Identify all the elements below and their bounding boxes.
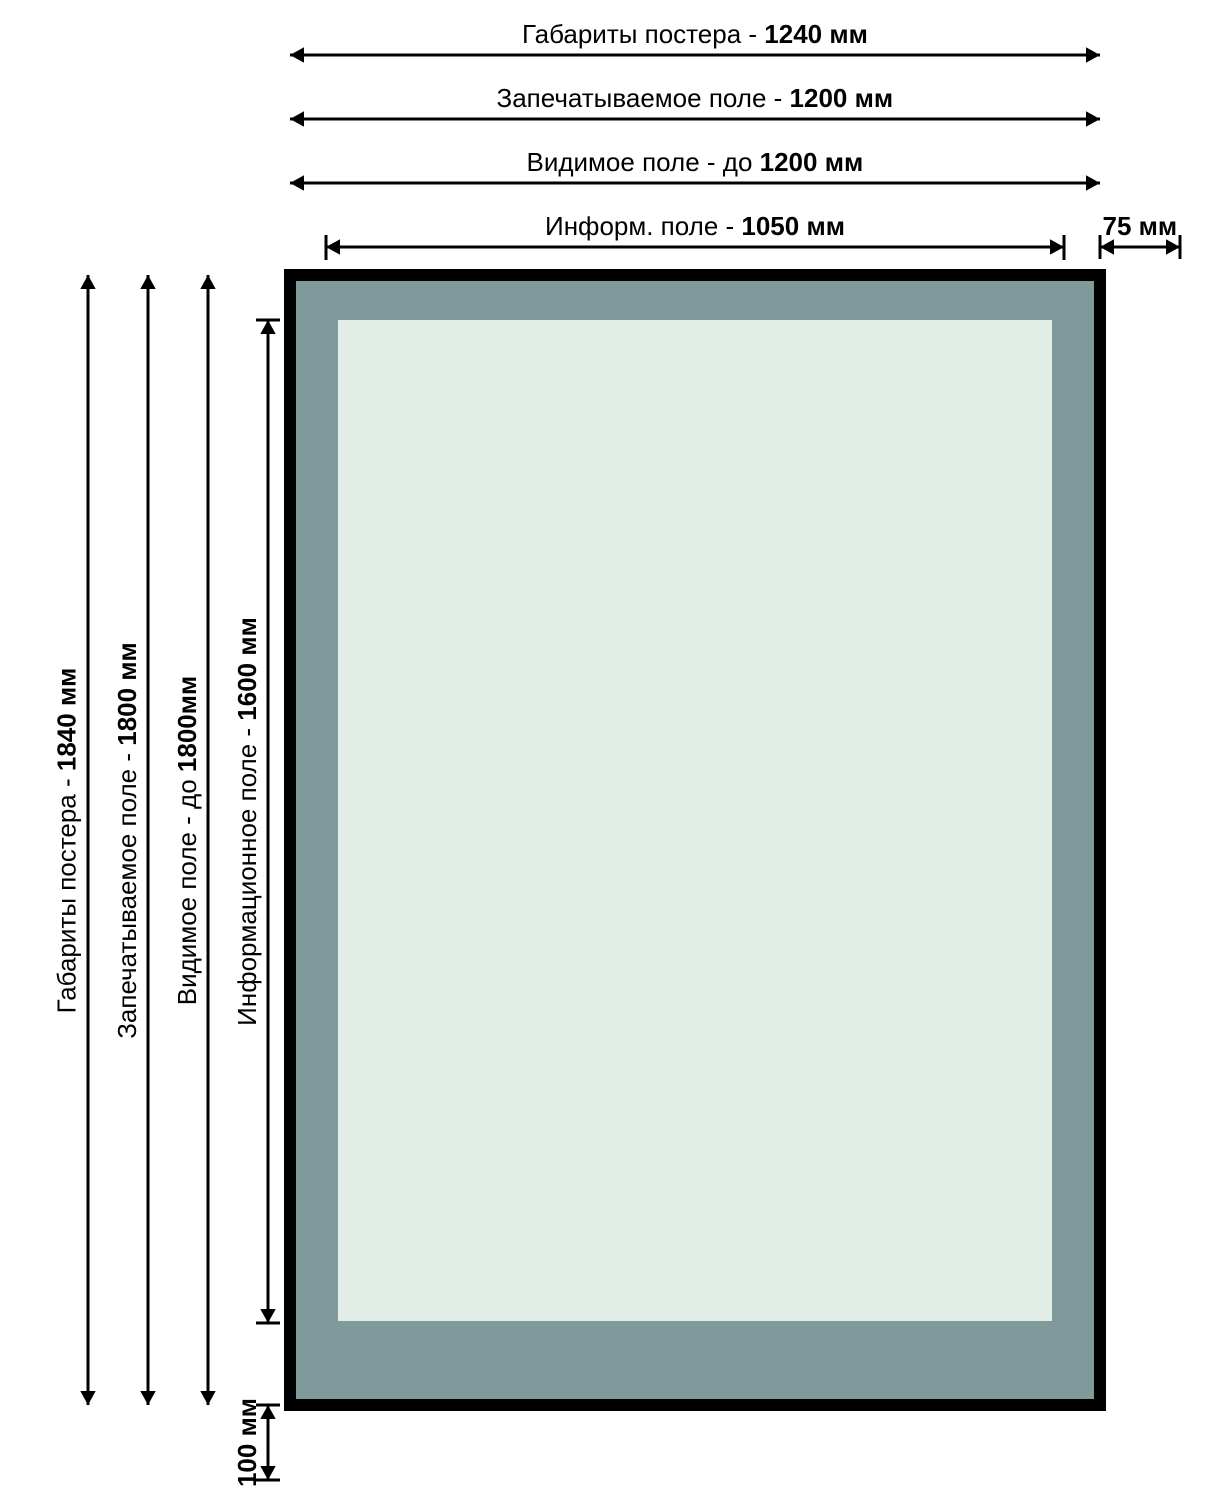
- visible-width-label: Видимое поле - до 1200 мм: [527, 147, 864, 178]
- overall-width-text: Габариты постера - 1240 мм: [522, 19, 868, 49]
- margin-bottom-label: 100 мм: [232, 1398, 263, 1487]
- print-width-label: Запечатываемое поле - 1200 мм: [497, 83, 894, 114]
- print-width-text: Запечатываемое поле - 1200 мм: [497, 83, 894, 113]
- margin-bottom-text: 100 мм: [232, 1398, 262, 1487]
- margin-right-label: 75 мм: [1103, 211, 1178, 242]
- info-height-text: Информационное поле - 1600 мм: [231, 617, 261, 1026]
- print-height-text: Запечатываемое поле - 1800 мм: [111, 642, 141, 1039]
- visible-width-text: Видимое поле - до 1200 мм: [527, 147, 864, 177]
- overall-height-label: Габариты постера - 1840 мм: [51, 667, 82, 1013]
- overall-width-label: Габариты постера - 1240 мм: [522, 19, 868, 50]
- visible-height-text: Видимое поле - до 1800мм: [172, 675, 202, 1004]
- info-width-text: Информ. поле - 1050 мм: [545, 211, 845, 241]
- overall-height-text: Габариты постера - 1840 мм: [51, 667, 81, 1013]
- visible-height-label: Видимое поле - до 1800мм: [172, 675, 203, 1004]
- margin-right-text: 75 мм: [1103, 211, 1178, 241]
- info-width-label: Информ. поле - 1050 мм: [545, 211, 845, 242]
- print-height-label: Запечатываемое поле - 1800 мм: [111, 642, 142, 1039]
- info-height-label: Информационное поле - 1600 мм: [231, 617, 262, 1026]
- diagram-canvas: Габариты постера - 1240 мм Запечатываемое…: [0, 0, 1216, 1504]
